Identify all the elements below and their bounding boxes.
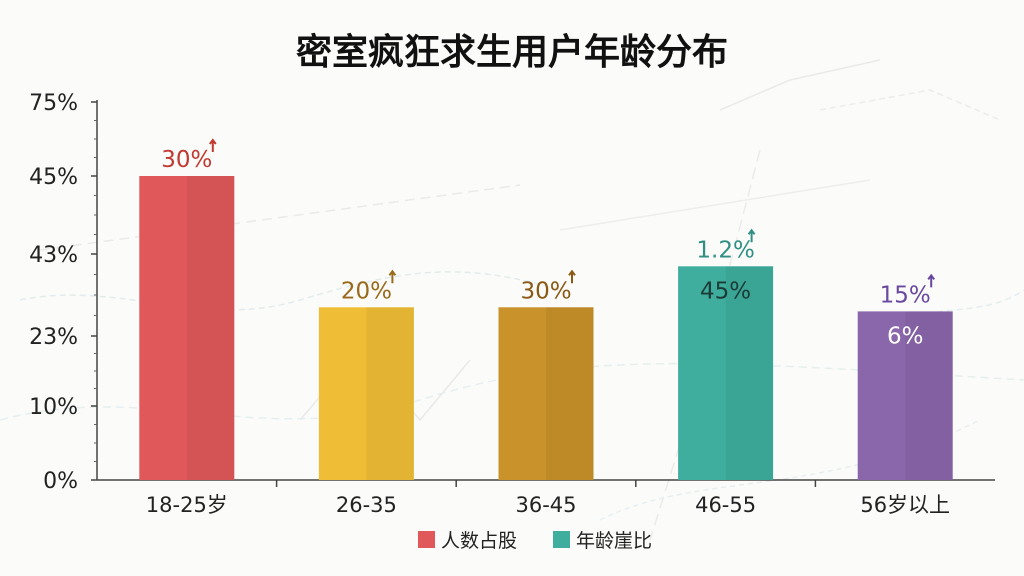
y-tick-label: 0% [43, 469, 78, 494]
bar-top-label: 15% [880, 282, 931, 308]
bar-shade [546, 307, 594, 480]
bar-top-label: 30% [520, 278, 571, 304]
x-tick-label: 46-55 [695, 493, 756, 517]
legend-item: 年龄崖比 [553, 530, 652, 552]
bar [678, 266, 774, 480]
up-arrow-icon [927, 273, 935, 288]
y-tick-label: 43% [29, 243, 78, 268]
bar-inner-label: 45% [700, 278, 751, 304]
bar-shade [186, 176, 235, 480]
y-tick-label: 45% [29, 165, 78, 190]
legend-label: 年龄崖比 [576, 530, 652, 552]
legend-swatch [553, 531, 570, 548]
up-arrow-icon [388, 269, 397, 284]
x-tick-label: 26-35 [336, 493, 397, 517]
up-arrow-icon [209, 138, 217, 152]
y-axis: 0% 10% 23% 43% 45% 75% [29, 91, 98, 494]
y-tick-label: 23% [29, 325, 78, 350]
bar [318, 307, 414, 480]
legend: 人数占股 年龄崖比 [418, 530, 652, 552]
x-tick-label: 56岁以上 [860, 493, 950, 517]
x-tick-label: 36-45 [515, 493, 576, 517]
legend-swatch [418, 531, 435, 548]
bar-top-label: 20% [341, 278, 392, 304]
bar-shade [905, 311, 953, 480]
bar-shade [366, 307, 414, 480]
bar [498, 307, 594, 480]
bar-top-label: 1.2% [696, 237, 754, 263]
y-tick-label: 75% [29, 91, 78, 116]
up-arrow-icon [747, 228, 756, 243]
up-arrow-icon [568, 269, 576, 284]
bar-inner-label: 6% [887, 323, 924, 349]
x-axis [97, 479, 995, 487]
bars: 30% 20% 30% 1.2% 45% 15% 6% [139, 138, 953, 480]
y-tick-label: 10% [29, 395, 78, 420]
legend-label: 人数占股 [441, 530, 517, 552]
x-tick-label: 18-25岁 [146, 493, 228, 517]
chart-title: 密室疯狂求生用户年龄分布 [296, 31, 728, 73]
bar-top-label: 30% [161, 147, 212, 173]
x-tick-labels: 18-25岁 26-35 36-45 46-55 56岁以上 [146, 493, 950, 517]
bar [139, 176, 235, 480]
legend-item: 人数占股 [418, 530, 517, 552]
bar [857, 311, 953, 480]
bar-shade [725, 266, 774, 480]
